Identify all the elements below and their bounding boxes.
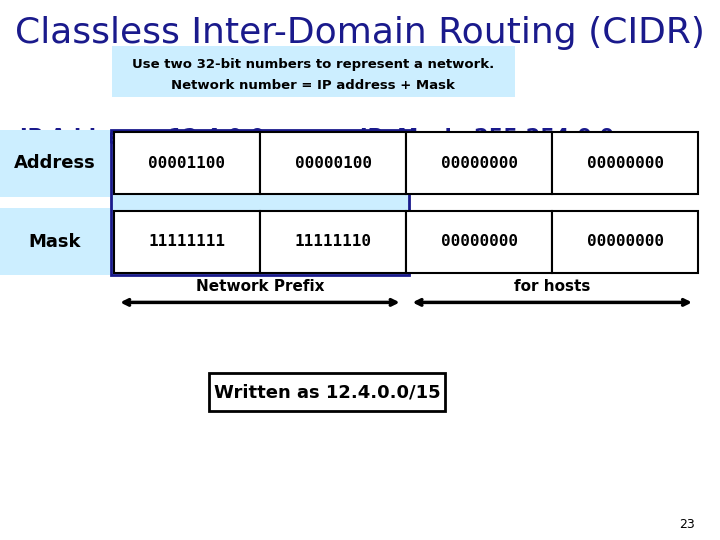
Text: 00000100: 00000100 <box>294 156 372 171</box>
Bar <box>406 211 552 273</box>
Text: 00000000: 00000000 <box>441 234 518 249</box>
Bar <box>111 130 409 275</box>
Text: Use two 32-bit numbers to represent a network.: Use two 32-bit numbers to represent a ne… <box>132 58 495 71</box>
Text: Written as 12.4.0.0/15: Written as 12.4.0.0/15 <box>214 383 440 401</box>
Bar <box>112 46 515 97</box>
Text: Address: Address <box>14 154 96 172</box>
Text: IP Address : 12.4.0.0: IP Address : 12.4.0.0 <box>20 127 265 148</box>
Bar <box>552 211 698 273</box>
Text: 00000000: 00000000 <box>441 156 518 171</box>
Bar <box>114 132 260 194</box>
Bar <box>0 130 110 197</box>
Text: IP  Mask: 255.254.0.0: IP Mask: 255.254.0.0 <box>360 127 614 148</box>
Bar <box>260 132 406 194</box>
Text: Network number = IP address + Mask: Network number = IP address + Mask <box>171 79 455 92</box>
Text: 23: 23 <box>679 518 695 531</box>
Text: 00000000: 00000000 <box>587 156 664 171</box>
Bar <box>260 211 406 273</box>
Bar <box>406 132 552 194</box>
Text: 00001100: 00001100 <box>148 156 225 171</box>
Bar <box>209 373 445 411</box>
Text: 00000000: 00000000 <box>587 234 664 249</box>
Text: Classless Inter-Domain Routing (CIDR): Classless Inter-Domain Routing (CIDR) <box>15 17 705 50</box>
Bar <box>552 132 698 194</box>
Text: 11111111: 11111111 <box>148 234 225 249</box>
Text: 11111110: 11111110 <box>294 234 372 249</box>
Bar <box>114 211 260 273</box>
Text: Mask: Mask <box>29 233 81 251</box>
Text: for hosts: for hosts <box>514 279 590 294</box>
Bar <box>0 208 110 275</box>
Text: Network Prefix: Network Prefix <box>196 279 324 294</box>
